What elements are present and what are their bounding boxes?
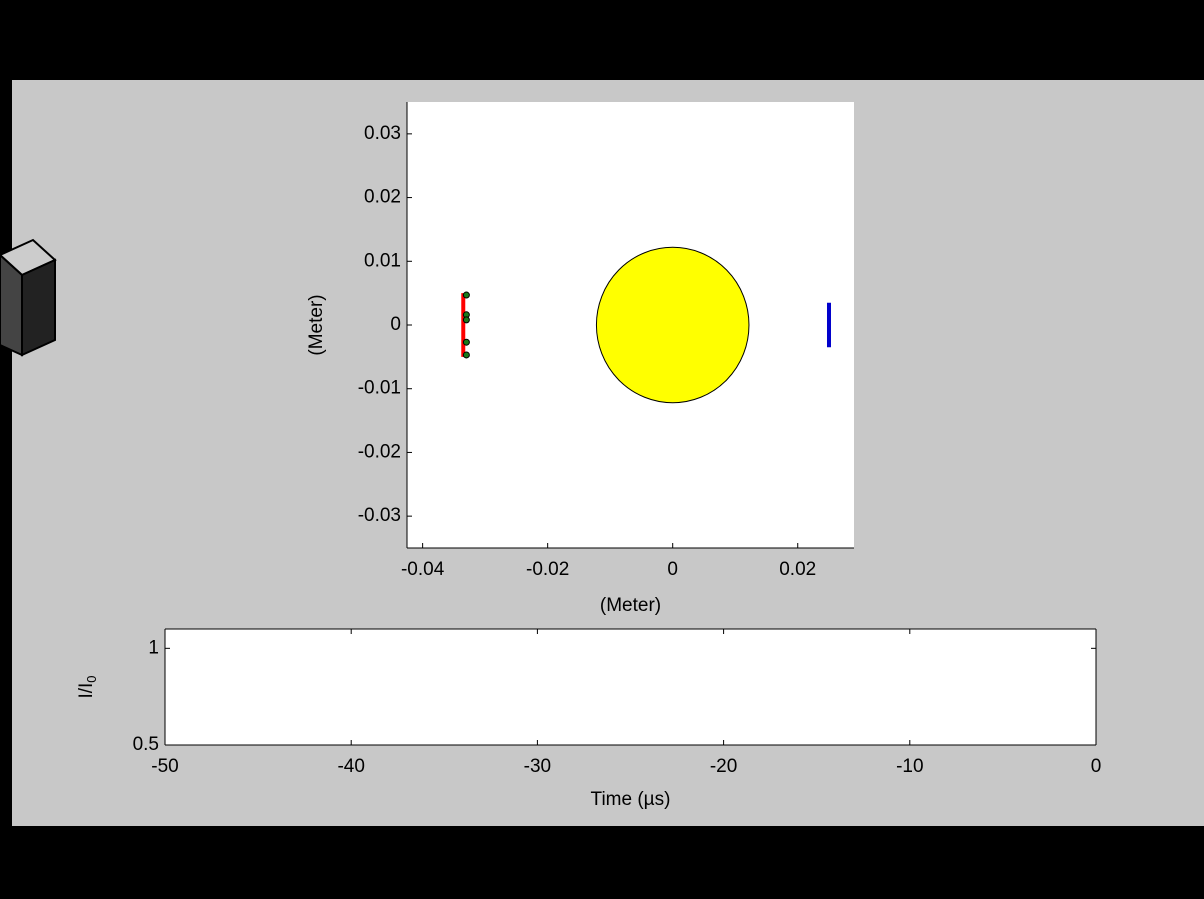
x-tick-label: -50: [151, 756, 178, 777]
y-tick-label: -0.02: [358, 441, 401, 462]
page: {"chart_data": [ {"type": "scatter", "xl…: [0, 0, 1204, 899]
x-tick-label: -0.02: [526, 559, 569, 580]
camera-icon: [0, 240, 55, 355]
x-tick-label: 0: [667, 559, 678, 580]
y-tick-label: -0.03: [358, 505, 401, 526]
point: [463, 317, 469, 323]
figure: -0.04 -0.02 0 0.02 -0.03 -0.02 -0.01 0 0.01 0.02 0…: [0, 0, 1204, 899]
y-tick-label: 0.02: [364, 187, 401, 208]
y-tick-label: 1: [148, 637, 159, 658]
y-tick-label: 0.03: [364, 123, 401, 144]
x-tick-label: -30: [524, 756, 551, 777]
x-tick-label: -20: [710, 756, 737, 777]
x-tick-label: 0: [1091, 756, 1102, 777]
x-axis-label: Time (µs): [591, 789, 671, 810]
y-axis-label-text: (Meter): [306, 294, 327, 355]
x-tick-label: 0.02: [779, 559, 816, 580]
y-axis-label-subscript: 0: [84, 675, 99, 682]
x-tick-label: -10: [896, 756, 923, 777]
y-tick-label: -0.01: [358, 378, 401, 399]
y-tick-label: 0: [390, 314, 401, 335]
point: [463, 352, 469, 358]
point: [463, 339, 469, 345]
plot-area: [165, 629, 1096, 745]
y-tick-label: 0.5: [133, 734, 159, 755]
x-tick-label: -40: [337, 756, 364, 777]
x-axis-label: (Meter): [600, 595, 661, 616]
x-tick-label: -0.04: [401, 559, 445, 580]
point: [463, 292, 469, 298]
y-axis-label-text: I/I: [76, 683, 97, 699]
y-tick-label: 0.01: [364, 250, 401, 271]
y-axis-label: (Meter): [306, 294, 327, 355]
circle: [596, 247, 749, 402]
